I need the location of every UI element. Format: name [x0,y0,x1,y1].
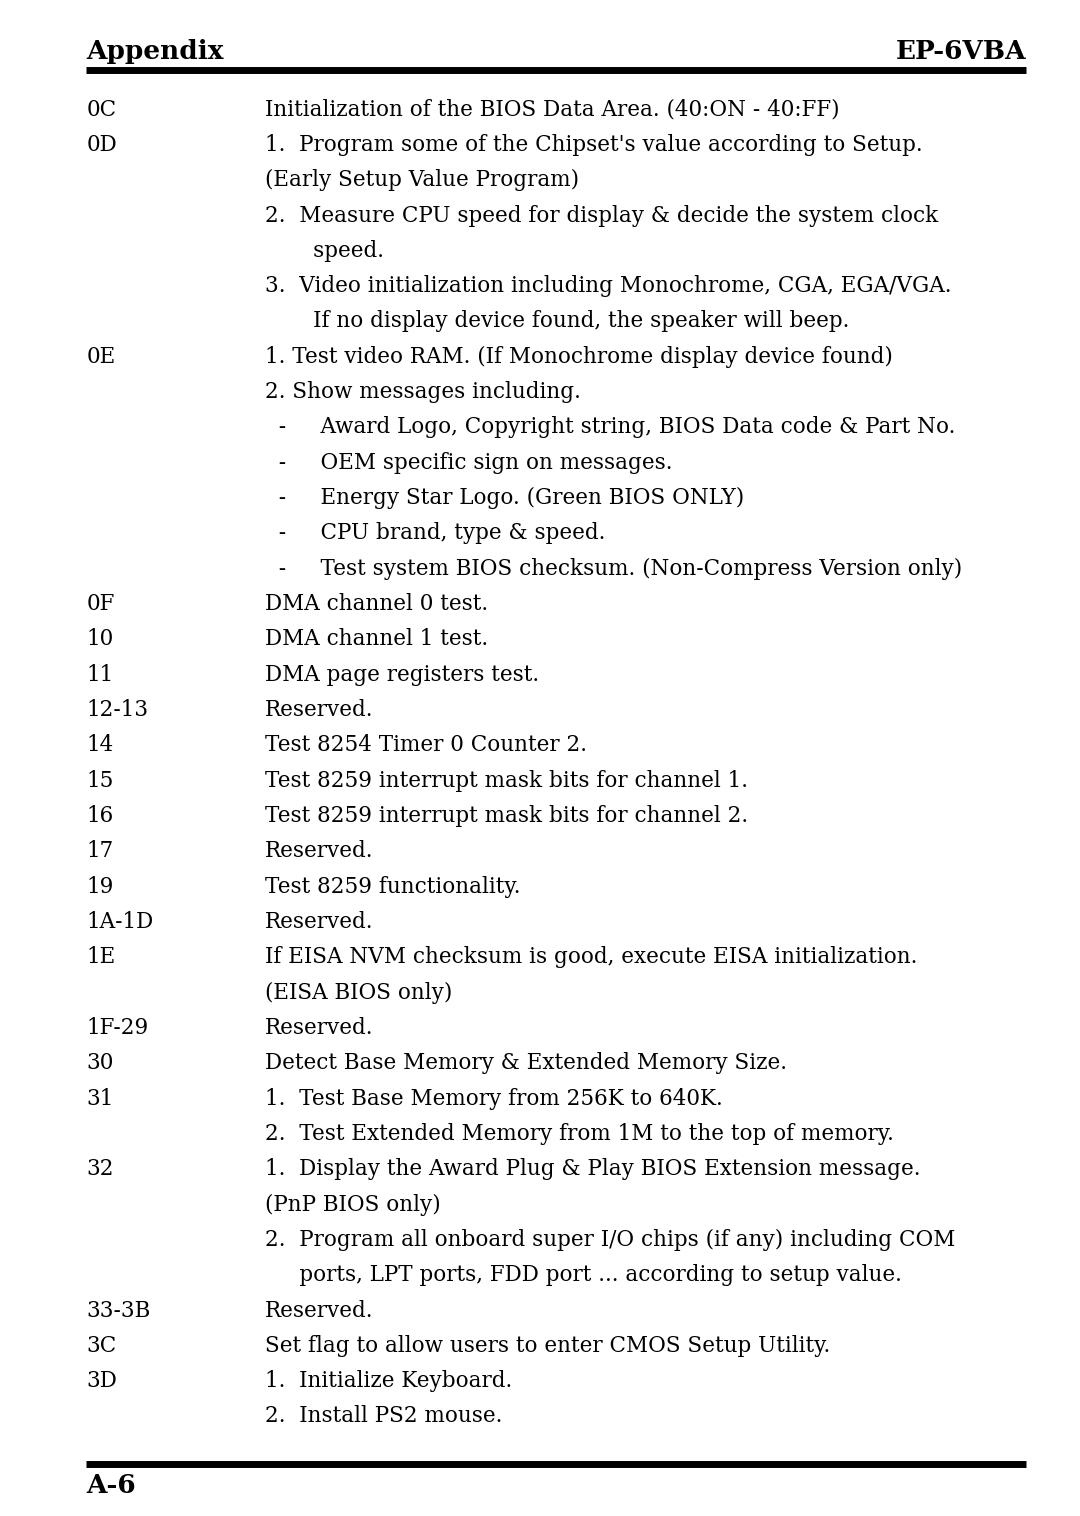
Text: Test 8259 interrupt mask bits for channel 2.: Test 8259 interrupt mask bits for channe… [265,805,747,828]
Text: 3C: 3C [86,1334,117,1357]
Text: DMA channel 0 test.: DMA channel 0 test. [265,593,488,615]
Text: 14: 14 [86,734,113,756]
Text: 1E: 1E [86,946,116,969]
Text: Reserved.: Reserved. [265,840,373,863]
Text: 16: 16 [86,805,113,828]
Text: Detect Base Memory & Extended Memory Size.: Detect Base Memory & Extended Memory Siz… [265,1052,786,1075]
Text: Reserved.: Reserved. [265,1299,373,1322]
Text: (PnP BIOS only): (PnP BIOS only) [265,1193,441,1216]
Text: Initialization of the BIOS Data Area. (40:ON - 40:FF): Initialization of the BIOS Data Area. (4… [265,99,839,121]
Text: 1.  Program some of the Chipset's value according to Setup.: 1. Program some of the Chipset's value a… [265,133,922,156]
Text: (EISA BIOS only): (EISA BIOS only) [265,981,451,1004]
Text: 3D: 3D [86,1370,118,1392]
Text: Test 8254 Timer 0 Counter 2.: Test 8254 Timer 0 Counter 2. [265,734,586,756]
Text: DMA page registers test.: DMA page registers test. [265,664,539,685]
Text: -     Award Logo, Copyright string, BIOS Data code & Part No.: - Award Logo, Copyright string, BIOS Dat… [265,417,955,438]
Text: 1. Test video RAM. (If Monochrome display device found): 1. Test video RAM. (If Monochrome displa… [265,346,892,368]
Text: 17: 17 [86,840,113,863]
Text: Test 8259 functionality.: Test 8259 functionality. [265,876,521,897]
Text: Test 8259 interrupt mask bits for channel 1.: Test 8259 interrupt mask bits for channe… [265,770,747,791]
Text: 0F: 0F [86,593,114,615]
Text: Reserved.: Reserved. [265,911,373,932]
Text: 2. Show messages including.: 2. Show messages including. [265,381,580,403]
Text: 15: 15 [86,770,113,791]
Text: DMA channel 1 test.: DMA channel 1 test. [265,628,488,650]
Text: 3.  Video initialization including Monochrome, CGA, EGA/VGA.: 3. Video initialization including Monoch… [265,274,951,297]
Text: 1.  Initialize Keyboard.: 1. Initialize Keyboard. [265,1370,512,1392]
Text: ports, LPT ports, FDD port ... according to setup value.: ports, LPT ports, FDD port ... according… [265,1264,902,1286]
Text: 30: 30 [86,1052,113,1075]
Text: Reserved.: Reserved. [265,699,373,722]
Text: 2.  Program all onboard super I/O chips (if any) including COM: 2. Program all onboard super I/O chips (… [265,1229,955,1251]
Text: speed.: speed. [265,240,383,262]
Text: 1.  Display the Award Plug & Play BIOS Extension message.: 1. Display the Award Plug & Play BIOS Ex… [265,1158,920,1181]
Text: A-6: A-6 [86,1474,136,1498]
Text: 12-13: 12-13 [86,699,149,722]
Text: If no display device found, the speaker will beep.: If no display device found, the speaker … [265,311,849,332]
Text: 2.  Test Extended Memory from 1M to the top of memory.: 2. Test Extended Memory from 1M to the t… [265,1123,893,1145]
Text: -     Energy Star Logo. (Green BIOS ONLY): - Energy Star Logo. (Green BIOS ONLY) [265,487,744,509]
Text: 31: 31 [86,1087,113,1110]
Text: (Early Setup Value Program): (Early Setup Value Program) [265,170,579,191]
Text: 33-3B: 33-3B [86,1299,150,1322]
Text: If EISA NVM checksum is good, execute EISA initialization.: If EISA NVM checksum is good, execute EI… [265,946,917,969]
Text: Reserved.: Reserved. [265,1017,373,1038]
Text: 11: 11 [86,664,113,685]
Text: 2.  Measure CPU speed for display & decide the system clock: 2. Measure CPU speed for display & decid… [265,205,937,226]
Text: 1.  Test Base Memory from 256K to 640K.: 1. Test Base Memory from 256K to 640K. [265,1087,723,1110]
Text: 0E: 0E [86,346,116,368]
Text: 1A-1D: 1A-1D [86,911,153,932]
Text: 32: 32 [86,1158,113,1181]
Text: 1F-29: 1F-29 [86,1017,149,1038]
Text: -     CPU brand, type & speed.: - CPU brand, type & speed. [265,523,605,544]
Text: -     OEM specific sign on messages.: - OEM specific sign on messages. [265,452,672,475]
Text: -     Test system BIOS checksum. (Non-Compress Version only): - Test system BIOS checksum. (Non-Compre… [265,558,962,579]
Text: 19: 19 [86,876,113,897]
Text: EP-6VBA: EP-6VBA [895,39,1026,64]
Text: 0C: 0C [86,99,117,121]
Text: 10: 10 [86,628,113,650]
Text: Appendix: Appendix [86,39,224,64]
Text: 2.  Install PS2 mouse.: 2. Install PS2 mouse. [265,1405,502,1428]
Text: Set flag to allow users to enter CMOS Setup Utility.: Set flag to allow users to enter CMOS Se… [265,1334,829,1357]
Text: 0D: 0D [86,133,117,156]
